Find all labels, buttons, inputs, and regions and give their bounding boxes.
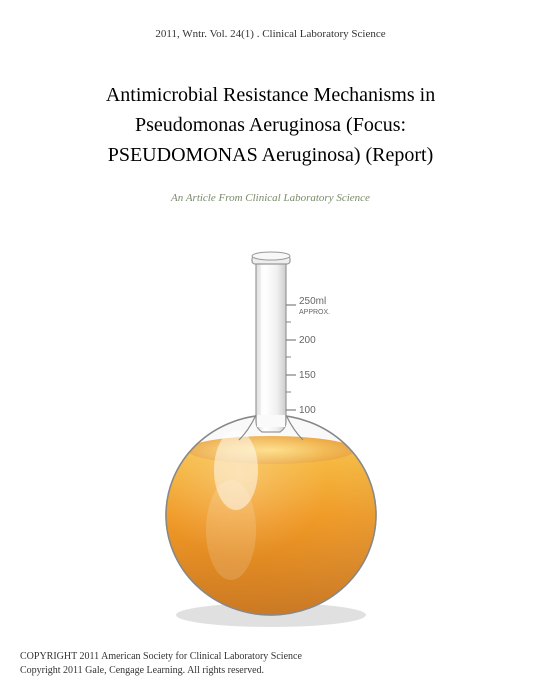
copyright-line-1: COPYRIGHT 2011 American Society for Clin… (20, 650, 302, 664)
article-title: Antimicrobial Resistance Mechanisms in P… (0, 40, 541, 170)
flask-label-250: 250ml (299, 296, 326, 307)
title-line-2: Pseudomonas Aeruginosa (Focus: (40, 110, 501, 140)
title-line-3: PSEUDOMONAS Aeruginosa) (Report) (40, 140, 501, 170)
copyright-block: COPYRIGHT 2011 American Society for Clin… (20, 650, 302, 678)
article-subtitle: An Article From Clinical Laboratory Scie… (0, 170, 541, 204)
flask-label-approx: APPROX. (299, 309, 330, 316)
title-line-1: Antimicrobial Resistance Mechanisms in (40, 80, 501, 110)
flask-illustration: 250ml APPROX. 200 150 100 (131, 250, 411, 630)
journal-header: 2011, Wntr. Vol. 24(1) . Clinical Labora… (0, 0, 541, 40)
flask-label-100: 100 (299, 405, 316, 416)
flask-label-200: 200 (299, 335, 316, 346)
subtitle-text: An Article From Clinical Laboratory Scie… (171, 192, 370, 204)
copyright-line-2: Copyright 2011 Gale, Cengage Learning. A… (20, 664, 302, 678)
flask-label-150: 150 (299, 370, 316, 381)
header-text: 2011, Wntr. Vol. 24(1) . Clinical Labora… (155, 28, 385, 40)
